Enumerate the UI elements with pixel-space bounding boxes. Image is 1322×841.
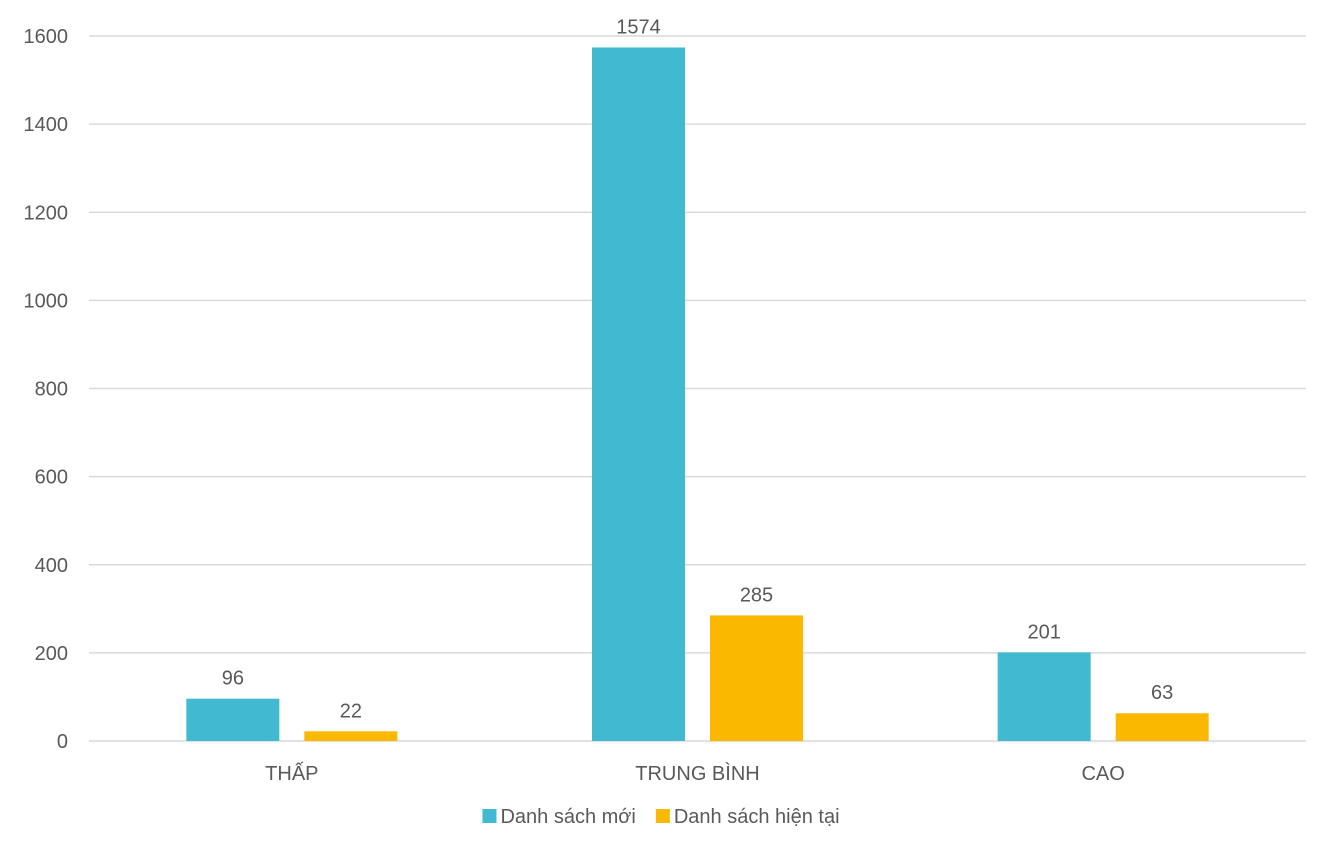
data-labels: 96 22 1574 285 201 63 (222, 16, 1174, 722)
data-label: 63 (1151, 682, 1173, 704)
y-tick-label: 1000 (24, 290, 69, 312)
data-label: 201 (1027, 621, 1060, 643)
gridlines (89, 35, 1306, 742)
legend-label: Danh sách mới (500, 806, 635, 828)
y-tick-label: 1200 (24, 202, 69, 224)
x-category-label: THẤP (265, 762, 318, 785)
bar (592, 47, 685, 742)
y-tick-label: 600 (35, 467, 68, 489)
bar (997, 652, 1091, 741)
y-tick-label: 1600 (24, 26, 69, 48)
y-tick-label: 1400 (24, 114, 69, 136)
data-label: 22 (340, 700, 362, 722)
legend-swatch (655, 809, 670, 823)
data-label: 1574 (616, 16, 661, 38)
bar (710, 615, 803, 741)
y-tick-label: 0 (57, 731, 68, 753)
data-label: 285 (740, 584, 773, 606)
x-category-label: CAO (1081, 763, 1124, 785)
legend-label: Danh sách hiện tại (674, 806, 840, 828)
y-tick-label: 400 (35, 555, 68, 577)
y-tick-label: 800 (35, 379, 68, 401)
x-category-label: TRUNG BÌNH (635, 762, 759, 785)
y-axis-tick-labels: 0 200 400 600 800 1000 1200 1400 1600 (24, 26, 69, 753)
y-tick-label: 200 (35, 643, 68, 665)
legend: Danh sách mới Danh sách hiện tại (482, 806, 840, 828)
bar (304, 731, 398, 741)
bar (1115, 713, 1209, 741)
x-axis-category-labels: THẤP TRUNG BÌNH CAO (265, 762, 1125, 785)
data-label: 96 (222, 668, 244, 690)
legend-swatch (482, 809, 497, 823)
bars (186, 47, 1209, 742)
bar (186, 698, 280, 741)
